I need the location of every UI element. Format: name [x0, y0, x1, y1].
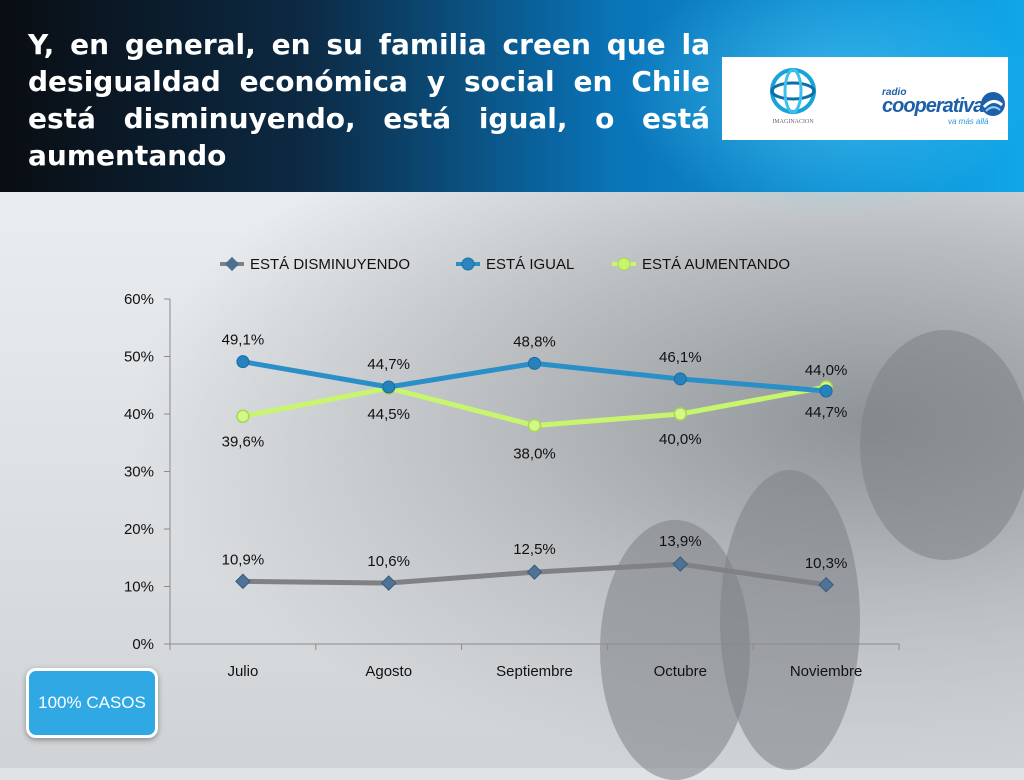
data-label: 49,1%	[222, 332, 265, 349]
crowd-silhouette	[860, 330, 1024, 560]
y-tick-label: 50%	[124, 349, 154, 366]
data-point-marker	[382, 380, 396, 394]
legend-label: ESTÁ IGUAL	[486, 256, 574, 273]
y-tick-label: 40%	[124, 406, 154, 423]
series-2	[236, 380, 833, 433]
data-label: 10,6%	[367, 553, 410, 570]
data-point-marker	[819, 384, 833, 398]
data-label: 13,9%	[659, 533, 702, 550]
cooperativa-logo-prefix: radio	[882, 87, 907, 98]
data-point-marker	[236, 409, 250, 424]
data-point-marker	[528, 356, 541, 370]
chart-axes: 0% 10% 20% 30% 40% 50% 60% Julio Agosto Septiembr…	[124, 291, 900, 680]
data-point-marker	[526, 564, 543, 580]
y-tick-label: 30%	[124, 464, 154, 481]
legend-item: ESTÁ DISMINUYENDO	[220, 256, 410, 273]
slide-title: Y, en general, en su familia creen que l…	[28, 28, 710, 172]
logo-panel: IMAGINACION radio cooperativa va más all…	[722, 57, 1008, 140]
y-tick-label: 0%	[132, 636, 154, 653]
cooperativa-logo-tagline: va más allá	[948, 117, 989, 126]
data-label: 48,8%	[513, 333, 556, 350]
header-banner: Y, en general, en su familia creen que l…	[0, 0, 1024, 220]
legend-circle-marker	[617, 257, 631, 271]
x-tick-label: Julio	[227, 663, 258, 680]
data-point-marker	[527, 418, 542, 433]
data-label: 46,1%	[659, 349, 702, 366]
legend-item: ESTÁ IGUAL	[456, 256, 574, 273]
data-point-marker	[818, 576, 834, 593]
y-tick-label: 20%	[124, 521, 154, 538]
legend-label: ESTÁ DISMINUYENDO	[250, 256, 410, 273]
data-point-marker	[380, 575, 397, 591]
data-label: 12,5%	[513, 541, 556, 558]
data-point-marker	[673, 372, 687, 386]
series-1	[236, 355, 833, 398]
data-point-marker	[236, 355, 250, 369]
cases-badge-button[interactable]: 100% CASOS	[26, 668, 158, 738]
data-point-marker	[672, 556, 689, 572]
x-tick-label: Noviembre	[790, 663, 863, 680]
imaginacion-globe-icon	[770, 68, 816, 114]
legend-item: ESTÁ AUMENTANDO	[612, 256, 790, 273]
data-label: 44,7%	[805, 404, 848, 421]
y-tick-label: 60%	[124, 291, 154, 308]
imaginacion-logo-text: IMAGINACION	[772, 119, 814, 125]
x-tick-label: Septiembre	[496, 663, 573, 680]
data-label: 39,6%	[222, 433, 265, 450]
data-label: 38,0%	[513, 446, 556, 463]
data-label: 10,3%	[805, 555, 848, 572]
y-tick-label: 10%	[124, 579, 154, 596]
cooperativa-wave-icon	[981, 92, 1005, 116]
x-tick-label: Octubre	[654, 663, 707, 680]
series-0	[235, 556, 834, 593]
data-label: 40,0%	[659, 431, 702, 448]
chart-series: 10,9% 10,6% 12,5% 13,9% 10,3% 49,1% 44,7% 48,8%…	[222, 332, 848, 593]
x-tick-label: Agosto	[365, 663, 412, 680]
cooperativa-logo-text: cooperativa	[882, 95, 984, 117]
data-label: 44,5%	[367, 406, 410, 423]
legend-label: ESTÁ AUMENTANDO	[642, 256, 790, 273]
legend-diamond-marker	[224, 256, 240, 272]
data-point-marker	[235, 573, 251, 590]
data-label: 44,0%	[805, 362, 848, 379]
data-point-marker	[673, 407, 688, 421]
data-label: 10,9%	[222, 551, 265, 568]
legend-circle-marker	[461, 257, 475, 271]
chart-legend: ESTÁ DISMINUYENDO ESTÁ IGUAL ESTÁ AUMENTAN…	[220, 256, 790, 273]
data-label: 44,7%	[367, 356, 410, 373]
